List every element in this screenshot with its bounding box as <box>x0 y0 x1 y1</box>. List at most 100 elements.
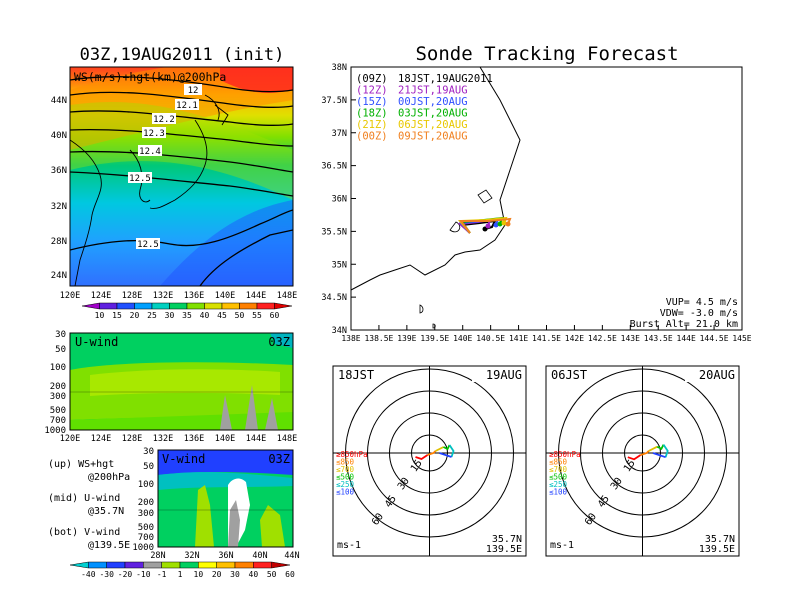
lat-tick: 34.5N <box>321 293 347 303</box>
lon-tick: 144E <box>246 291 266 301</box>
level-legend: ≤850 <box>549 458 568 467</box>
lat-tick: 24N <box>51 271 67 281</box>
colorbar-label: 1 <box>178 570 183 579</box>
colorbar-swatch <box>81 302 100 310</box>
colorbar-label: 35 <box>182 311 192 320</box>
hodograph-date: 20AUG <box>699 368 735 382</box>
lon-tick: 139.5E <box>420 334 449 343</box>
lat-tick: 34N <box>332 326 347 336</box>
trajectories <box>457 216 512 234</box>
colorbar-swatch <box>124 561 144 569</box>
colorbar-label: -20 <box>118 570 133 579</box>
track-map-panel: (09Z) 18JST,19AUG2011 (12Z) 21JST,19AUG (15Z… <box>321 63 751 343</box>
colorbar-swatch <box>161 561 181 569</box>
uv-colorbar: -40 -30 -20 -10 -1 1 10 20 30 40 50 60 <box>69 561 295 579</box>
colorbar-swatch <box>169 302 188 310</box>
colorbar-label: 10 <box>194 570 204 579</box>
p-tick: 500 <box>138 523 154 533</box>
legend-run: (00Z) <box>356 131 388 143</box>
lon-tick: 144E <box>246 434 266 444</box>
level-legend: ≤700 <box>549 465 568 474</box>
colorbar-label: 30 <box>165 311 175 320</box>
colorbar-swatch <box>186 302 205 310</box>
hodograph-trace <box>439 452 452 458</box>
colorbar-swatch <box>239 302 258 310</box>
lat-tick: 44N <box>51 96 67 106</box>
ws-map-lon-ticks: 120E 124E 128E 132E 136E 140E 144E 148E <box>60 291 297 301</box>
p-tick: 700 <box>138 533 154 543</box>
lon-tick: 139E <box>397 334 416 343</box>
legend-run: (15Z) <box>356 96 388 108</box>
v-wind-time: 03Z <box>268 452 290 466</box>
level-legend: ≤700 <box>336 465 355 474</box>
p-tick: 30 <box>143 447 154 457</box>
colorbar-label: 15 <box>112 311 122 320</box>
level-legend: ≤500 <box>549 473 568 482</box>
hodograph-unit: ms-1 <box>550 540 574 551</box>
note-line: @200hPa <box>88 472 130 483</box>
trajectory-end <box>497 221 503 227</box>
lon-tick: 140E <box>453 334 472 343</box>
colorbar-swatch <box>216 561 236 569</box>
colorbar-label: 10 <box>95 311 105 320</box>
colorbar-swatch <box>274 302 293 310</box>
lon-tick: 144.5E <box>700 334 729 343</box>
hodograph-loc: 139.5E <box>699 544 735 555</box>
legend-valid: 18JST,19AUG2011 <box>398 73 493 85</box>
u-wind-lon-ticks: 120E 124E 128E 132E 136E 140E 144E 148E <box>60 434 297 444</box>
lon-tick: 148E <box>277 434 297 444</box>
hodograph-loc: 139.5E <box>486 544 522 555</box>
legend-valid: 21JST,19AUG <box>398 85 468 97</box>
lat-tick: 32N <box>51 202 67 212</box>
colorbar-label: 50 <box>267 570 277 579</box>
hodograph-trace <box>435 446 444 452</box>
note-line: @139.5E <box>88 540 130 551</box>
hodograph-trace <box>640 450 650 456</box>
colorbar-swatch <box>179 561 199 569</box>
lon-tick: 140E <box>215 434 235 444</box>
lat-tick: 28N <box>150 551 165 561</box>
ws-colorbar: 10 15 20 25 30 35 40 45 50 55 60 <box>81 302 293 320</box>
hodograph-loc: 35.7N <box>705 534 735 545</box>
note-line: (bot) V-wind <box>48 527 120 538</box>
hodograph-trace <box>648 445 658 452</box>
lon-tick: 140E <box>215 291 235 301</box>
lon-tick: 136E <box>184 434 204 444</box>
lon-tick: 141.5E <box>532 334 561 343</box>
legend-valid: 03JST,20AUG <box>398 108 468 120</box>
contour-label: 12.2 <box>153 115 175 125</box>
contour-label: 12.5 <box>137 240 159 250</box>
lon-tick: 124E <box>91 291 111 301</box>
lon-tick: 142.5E <box>588 334 617 343</box>
lon-tick: 143E <box>621 334 640 343</box>
lon-tick: 142E <box>565 334 584 343</box>
level-legend: ≤250 <box>336 480 355 489</box>
p-tick: 30 <box>55 330 66 340</box>
lon-tick: 132E <box>153 434 173 444</box>
hodograph-trace <box>427 450 437 456</box>
colorbar-swatch <box>221 302 240 310</box>
param-line: Burst Alt= 21.0 km <box>630 319 738 330</box>
lat-tick: 36N <box>332 195 347 205</box>
lat-tick: 40N <box>252 551 267 561</box>
colorbar-swatch <box>116 302 135 310</box>
level-legend: ≥850hPa <box>549 450 581 459</box>
colorbar-swatch <box>256 302 275 310</box>
legend-run: (12Z) <box>356 85 388 97</box>
hodograph-trace <box>448 444 455 458</box>
lat-tick: 37.5N <box>321 96 347 106</box>
p-tick: 1000 <box>44 426 66 436</box>
hodograph-trace <box>443 444 451 451</box>
note-line: (up) WS+hgt <box>48 459 114 470</box>
contour-labels: 12 12.1 12.2 12.3 12.4 12.5 12.5 <box>128 84 202 250</box>
legend-valid: 06JST,20AUG <box>398 119 468 131</box>
lon-tick: 128E <box>122 291 142 301</box>
lat-tick: 36N <box>51 166 67 176</box>
colorbar-swatch <box>106 561 126 569</box>
lon-tick: 120E <box>60 434 80 444</box>
hodograph-time: 18JST <box>338 368 374 382</box>
lon-tick: 145E <box>732 334 751 343</box>
lat-tick: 28N <box>51 237 67 247</box>
